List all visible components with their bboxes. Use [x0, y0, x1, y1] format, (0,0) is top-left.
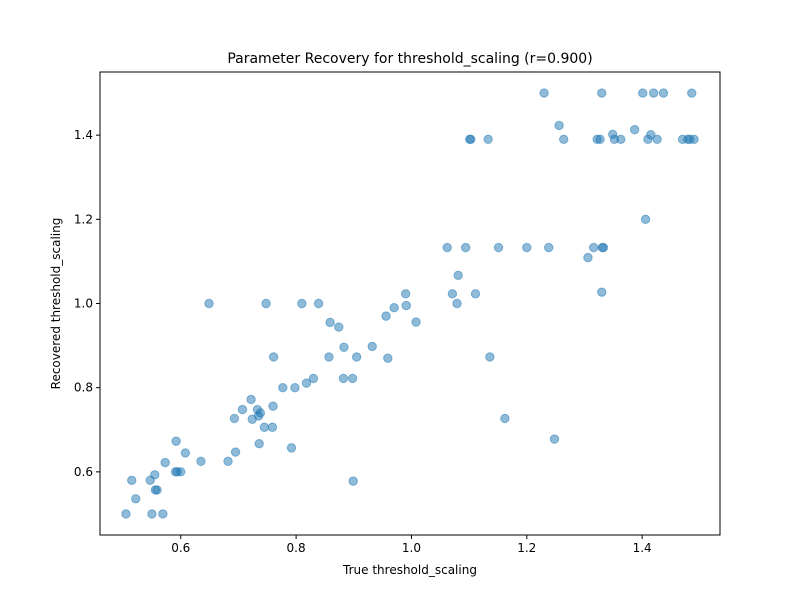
data-point [131, 494, 141, 504]
data-point [324, 352, 334, 362]
y-tick-label: 0.6 [74, 465, 93, 479]
data-point [160, 457, 170, 468]
data-point [230, 447, 241, 457]
data-point [268, 401, 278, 411]
data-point [648, 88, 659, 98]
y-tick-label: 1.0 [74, 297, 93, 311]
data-point [347, 373, 358, 384]
data-point [290, 382, 300, 393]
data-point [460, 242, 471, 253]
data-point [500, 413, 510, 424]
data-point [176, 467, 186, 477]
data-point [308, 373, 319, 384]
data-point [470, 289, 481, 299]
data-point [452, 298, 462, 309]
data-point [658, 88, 669, 98]
data-point [485, 352, 495, 362]
data-point [640, 214, 651, 225]
data-point [466, 134, 476, 145]
data-point [127, 475, 137, 485]
data-point [338, 373, 349, 384]
data-point [544, 242, 554, 253]
x-tick-label: 0.8 [287, 541, 306, 555]
data-point [646, 130, 656, 140]
data-point [629, 124, 640, 135]
y-tick-label: 1.4 [74, 128, 93, 142]
data-point [171, 436, 181, 446]
data-point [301, 378, 312, 388]
data-point [196, 456, 206, 467]
data-point [158, 509, 168, 519]
data-point [401, 300, 411, 311]
data-point [204, 298, 214, 309]
data-point [351, 352, 362, 362]
data-point [254, 438, 264, 449]
data-point [259, 422, 270, 432]
data-point [150, 470, 160, 480]
data-point [389, 303, 399, 313]
data-point [583, 252, 593, 263]
data-point [325, 317, 335, 328]
data-point [278, 382, 288, 393]
data-point [689, 134, 699, 145]
data-point [381, 311, 391, 321]
data-point [367, 341, 377, 352]
data-point [400, 289, 411, 299]
data-point [246, 394, 256, 405]
data-point [493, 242, 504, 253]
y-axis-label: Recovered threshold_scaling [49, 218, 63, 390]
data-point [121, 509, 131, 519]
data-point [313, 298, 324, 309]
data-point [453, 270, 463, 280]
data-point [598, 242, 609, 253]
data-point [411, 317, 421, 327]
data-point [554, 120, 564, 131]
data-point [597, 287, 607, 297]
y-axis-ticks: 0.6 0.8 1.0 1.2 1.4 [74, 128, 100, 479]
data-point [483, 134, 493, 145]
data-point [638, 88, 648, 98]
data-points [121, 88, 699, 519]
data-point [223, 456, 233, 467]
data-point [442, 242, 452, 253]
x-tick-label: 1.2 [517, 541, 536, 555]
y-tick-label: 1.2 [74, 212, 93, 226]
data-point [522, 242, 532, 253]
data-point [334, 322, 344, 332]
data-point [652, 134, 662, 145]
data-point [180, 448, 191, 458]
data-point [237, 404, 248, 415]
data-point [616, 134, 626, 145]
data-point [339, 342, 349, 352]
data-point [348, 476, 358, 486]
data-point [597, 88, 607, 98]
data-point [559, 134, 569, 145]
data-point [588, 242, 599, 253]
data-point [549, 434, 560, 444]
x-tick-label: 1.0 [402, 541, 421, 555]
data-point [261, 298, 271, 309]
data-point [268, 352, 279, 362]
y-tick-label: 0.8 [74, 381, 93, 395]
data-point [383, 353, 393, 363]
data-point [539, 88, 549, 98]
chart-title: Parameter Recovery for threshold_scaling… [227, 51, 592, 67]
x-axis-label: True threshold_scaling [342, 563, 477, 577]
data-point [286, 443, 297, 453]
data-point [447, 289, 458, 299]
data-point [687, 88, 697, 98]
data-point [297, 298, 307, 309]
x-tick-label: 1.4 [633, 541, 652, 555]
data-point [229, 413, 240, 424]
x-tick-label: 0.6 [171, 541, 190, 555]
data-point [147, 509, 157, 519]
data-point [255, 408, 266, 418]
data-point [152, 485, 162, 495]
data-point [267, 422, 278, 432]
data-point [595, 134, 605, 145]
x-axis-ticks: 0.6 0.8 1.0 1.2 1.4 [171, 535, 652, 555]
